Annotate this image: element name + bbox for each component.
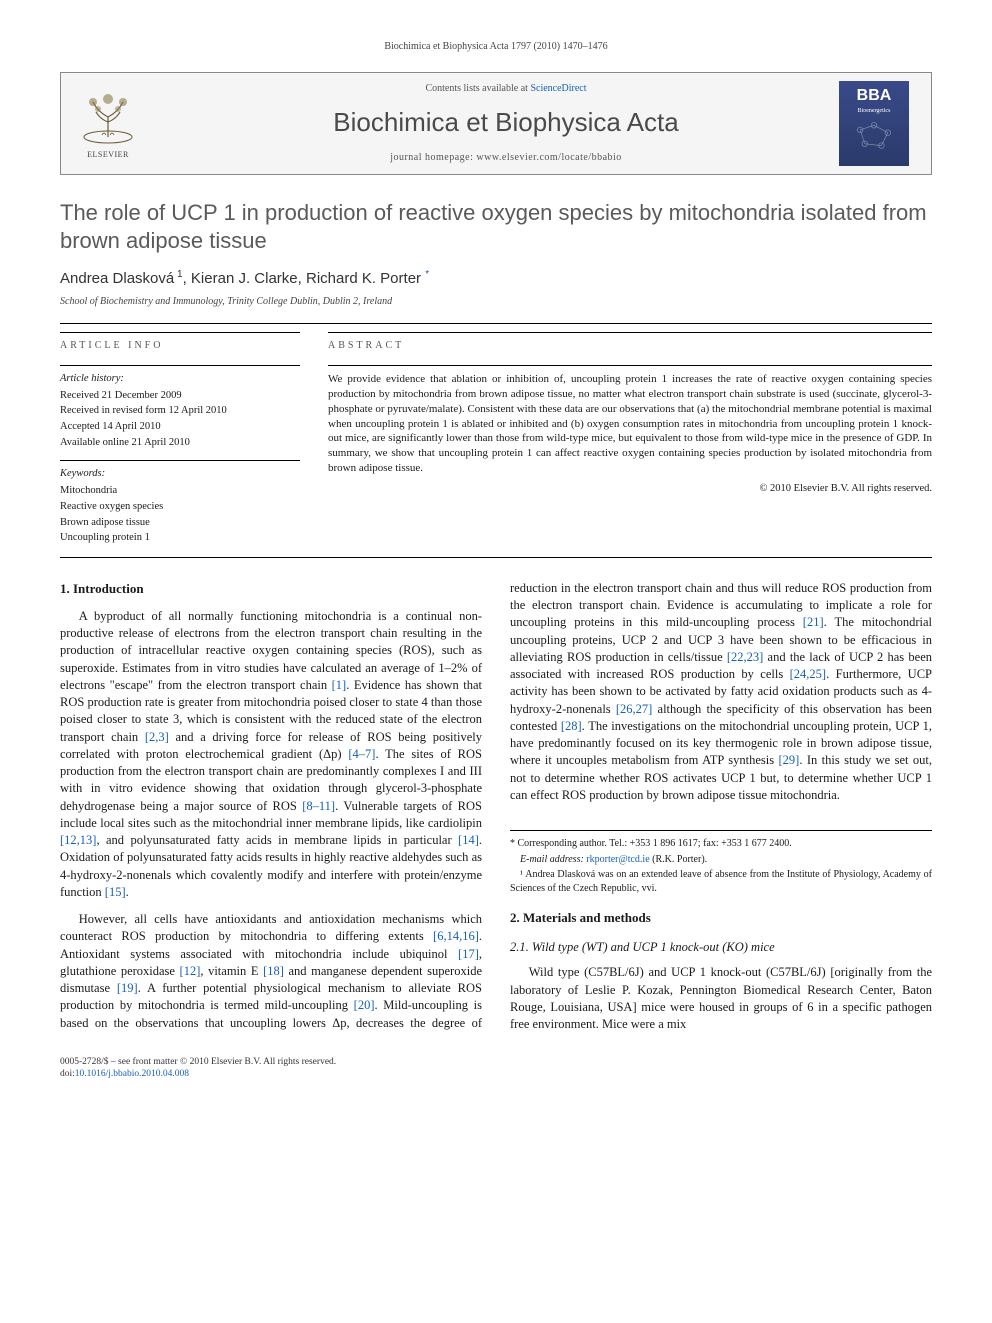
footnote-1: ¹ Andrea Dlasková was on an extended lea…	[510, 868, 932, 895]
keyword: Mitochondria	[60, 484, 300, 499]
keyword: Reactive oxygen species	[60, 500, 300, 515]
elsevier-logo: ELSEVIER	[73, 85, 143, 163]
homepage-prefix: journal homepage:	[390, 152, 476, 163]
article-info-label: ARTICLE INFO	[60, 339, 300, 353]
footer-doi: doi:10.1016/j.bbabio.2010.04.008	[60, 1068, 932, 1080]
abstract-copyright: © 2010 Elsevier B.V. All rights reserved…	[328, 482, 932, 497]
email-person: (R.K. Porter).	[650, 854, 708, 865]
running-header: Biochimica et Biophysica Acta 1797 (2010…	[60, 40, 932, 54]
methods-block: 2. Materials and methods 2.1. Wild type …	[510, 909, 932, 1033]
keywords-label: Keywords:	[60, 467, 300, 482]
bba-label: BBA	[857, 85, 892, 107]
sciencedirect-link[interactable]: ScienceDirect	[530, 83, 586, 94]
affiliation: School of Biochemistry and Immunology, T…	[60, 295, 932, 309]
doi-link[interactable]: 10.1016/j.bbabio.2010.04.008	[75, 1069, 189, 1079]
history-item: Available online 21 April 2010	[60, 436, 300, 451]
bba-cover-icon: BBA Bioenergetics	[839, 81, 909, 166]
email-label: E-mail address:	[520, 854, 586, 865]
masthead-center: Contents lists available at ScienceDirec…	[173, 82, 839, 164]
page-footer: 0005-2728/$ – see front matter © 2010 El…	[60, 1056, 932, 1081]
rule-bottom	[60, 557, 932, 558]
doi-prefix: doi:	[60, 1069, 75, 1079]
bba-sublabel: Bioenergetics	[858, 107, 891, 115]
homepage-line: journal homepage: www.elsevier.com/locat…	[173, 151, 839, 165]
elsevier-tree-icon	[78, 87, 138, 147]
contents-line: Contents lists available at ScienceDirec…	[173, 82, 839, 96]
footnote-corr: * Corresponding author. Tel.: +353 1 896…	[510, 837, 932, 851]
info-abstract-block: ARTICLE INFO Article history: Received 2…	[60, 332, 932, 547]
intro-heading: 1. Introduction	[60, 580, 482, 598]
author-2: Kieran J. Clarke	[191, 270, 298, 287]
email-link[interactable]: rkporter@tcd.ie	[586, 854, 649, 865]
abstract-text: We provide evidence that ablation or inh…	[328, 372, 932, 476]
journal-title: Biochimica et Biophysica Acta	[173, 104, 839, 140]
bba-molecule-icon	[844, 116, 904, 162]
methods-heading: 2. Materials and methods	[510, 909, 932, 927]
footnote-email: E-mail address: rkporter@tcd.ie (R.K. Po…	[510, 853, 932, 867]
history-label: Article history:	[60, 372, 300, 387]
intro-p1: A byproduct of all normally functioning …	[60, 608, 482, 901]
page-root: Biochimica et Biophysica Acta 1797 (2010…	[0, 0, 992, 1120]
author-list: Andrea Dlasková 1, Kieran J. Clarke, Ric…	[60, 268, 932, 289]
history-item: Received in revised form 12 April 2010	[60, 404, 300, 419]
keyword: Brown adipose tissue	[60, 516, 300, 531]
abstract-label: ABSTRACT	[328, 339, 932, 353]
body-columns: 1. Introduction A byproduct of all norma…	[60, 580, 932, 1038]
elsevier-label: ELSEVIER	[87, 149, 129, 160]
journal-masthead: ELSEVIER Contents lists available at Sci…	[60, 72, 932, 175]
methods-p1: Wild type (C57BL/6J) and UCP 1 knock-out…	[510, 964, 932, 1033]
history-item: Received 21 December 2009	[60, 389, 300, 404]
rule-top	[60, 323, 932, 324]
contents-prefix: Contents lists available at	[425, 83, 530, 94]
footnotes: * Corresponding author. Tel.: +353 1 896…	[510, 830, 932, 895]
author-1-sup: 1	[174, 269, 182, 280]
author-3: Richard K. Porter	[306, 270, 421, 287]
article-info-col: ARTICLE INFO Article history: Received 2…	[60, 332, 300, 547]
methods-subheading: 2.1. Wild type (WT) and UCP 1 knock-out …	[510, 939, 932, 956]
homepage-url: www.elsevier.com/locate/bbabio	[476, 152, 621, 163]
history-item: Accepted 14 April 2010	[60, 420, 300, 435]
abstract-col: ABSTRACT We provide evidence that ablati…	[328, 332, 932, 547]
article-title: The role of UCP 1 in production of react…	[60, 199, 932, 254]
keyword: Uncoupling protein 1	[60, 531, 300, 546]
footer-line1: 0005-2728/$ – see front matter © 2010 El…	[60, 1056, 932, 1068]
author-1: Andrea Dlasková	[60, 270, 174, 287]
corresponding-mark[interactable]: *	[425, 269, 429, 280]
